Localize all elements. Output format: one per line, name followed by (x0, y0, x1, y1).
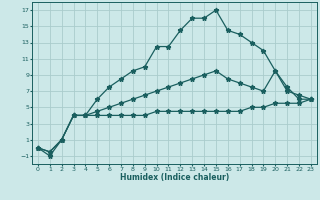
X-axis label: Humidex (Indice chaleur): Humidex (Indice chaleur) (120, 173, 229, 182)
